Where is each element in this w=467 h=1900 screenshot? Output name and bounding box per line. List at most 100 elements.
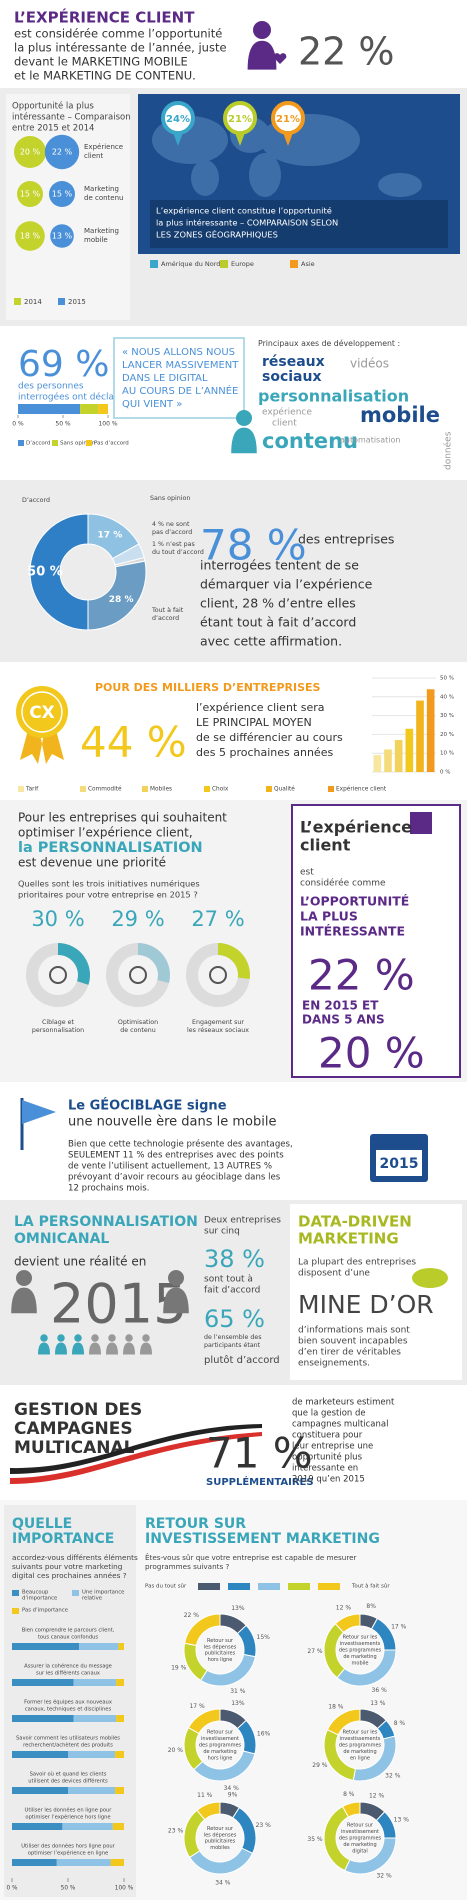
row-label: sur les différents canaux bbox=[36, 1670, 100, 1677]
icon bbox=[38, 1342, 50, 1355]
value-label: 21% bbox=[228, 114, 252, 125]
donut-label: des programmes bbox=[339, 1836, 382, 1842]
callout: Tout à fait bbox=[151, 606, 184, 614]
label: des entreprises bbox=[298, 532, 394, 547]
donut-segment bbox=[341, 1801, 361, 1818]
label: prévoyant d’avoir recours au géociblage … bbox=[68, 1172, 281, 1183]
label: Bien que cette technologie présente des … bbox=[68, 1139, 293, 1150]
callout: pas d’accord bbox=[152, 529, 192, 536]
continent bbox=[249, 153, 281, 197]
row-label: recherchent/achètent des produits bbox=[23, 1742, 113, 1749]
value-label: 29 % bbox=[312, 1762, 328, 1769]
bar-segment bbox=[12, 1787, 68, 1794]
cloud-word: personnalisation bbox=[258, 387, 409, 406]
title: MULTICANAL bbox=[14, 1438, 135, 1458]
row-label: tous canaux confondus bbox=[38, 1635, 99, 1641]
label: démarquer via l’expérience bbox=[200, 577, 373, 592]
donut-label: investissements bbox=[340, 1736, 381, 1742]
caption: Ciblage et bbox=[42, 1019, 74, 1026]
label: 2019 qu’en 2015 bbox=[292, 1475, 365, 1485]
value-label: 17 % bbox=[189, 1703, 205, 1710]
legend-label: Pas d’accord bbox=[94, 441, 129, 447]
quote: « NOUS ALLONS NOUS bbox=[122, 347, 235, 358]
legend-swatch bbox=[12, 1590, 19, 1596]
value-label: 8% bbox=[366, 1603, 376, 1610]
value-label: 8 % bbox=[394, 1720, 406, 1727]
cloud-word: contenu bbox=[262, 429, 358, 453]
legend-label: Tarif bbox=[25, 787, 39, 793]
row-label: mobile bbox=[84, 236, 108, 244]
tick-label: 0 % bbox=[6, 1886, 18, 1892]
icon bbox=[74, 1334, 82, 1342]
label: que la gestion de bbox=[292, 1409, 366, 1419]
value-label: 17 % bbox=[391, 1624, 407, 1631]
legend-swatch bbox=[228, 1583, 250, 1590]
bar-segment bbox=[68, 1787, 116, 1794]
legend-label: Une importance bbox=[82, 1590, 124, 1596]
tick-label: 50 % bbox=[55, 421, 71, 428]
title: INVESTISSEMENT MARKETING bbox=[145, 1531, 380, 1547]
value-label: 31 % bbox=[230, 1688, 246, 1695]
donut-label: des programmes bbox=[199, 1743, 242, 1749]
label: client, 28 % d’entre elles bbox=[200, 596, 356, 611]
bar-segment bbox=[18, 404, 81, 414]
label: la PERSONNALISATION bbox=[18, 840, 203, 856]
legend-label: relative bbox=[82, 1596, 102, 1602]
value-label: 36 % bbox=[372, 1687, 388, 1694]
bar-segment bbox=[118, 1643, 124, 1650]
legend-swatch bbox=[290, 260, 298, 268]
title: IMPORTANCE bbox=[12, 1531, 114, 1547]
value-label: 8 % bbox=[343, 1791, 355, 1798]
legend-swatch bbox=[18, 786, 24, 792]
donut-label: de marketing bbox=[343, 1842, 376, 1848]
icon bbox=[72, 1342, 84, 1355]
tick-label: 50 % bbox=[61, 1886, 76, 1892]
row-label: Marketing bbox=[84, 185, 119, 193]
icon bbox=[108, 1334, 116, 1342]
value-label: 15 % bbox=[20, 190, 41, 199]
icon bbox=[253, 21, 271, 39]
caption: LES ZONES GÉOGRAPHIQUES bbox=[156, 229, 278, 240]
label: étant tout à fait d’accord bbox=[200, 615, 356, 630]
row-label: canaux, techniques et disciplines bbox=[25, 1707, 112, 1713]
bar-segment bbox=[112, 1823, 124, 1830]
pin bbox=[223, 101, 257, 135]
row-label: Marketing bbox=[84, 227, 119, 235]
flag bbox=[22, 1100, 56, 1124]
caption: Engagement sur bbox=[192, 1019, 244, 1026]
value-label: 28 % bbox=[109, 595, 134, 605]
label: est devenue une priorité bbox=[18, 856, 166, 870]
value-label: 50 % bbox=[27, 565, 63, 580]
legend-swatch bbox=[328, 786, 334, 792]
label: leur entreprise une bbox=[292, 1442, 373, 1452]
donut-label: publicitaires bbox=[205, 1651, 236, 1657]
legend-swatch bbox=[258, 1583, 280, 1590]
icon bbox=[16, 1270, 32, 1286]
label: est bbox=[300, 868, 314, 878]
stat: 65 % bbox=[204, 1305, 265, 1333]
bar-segment bbox=[73, 1715, 117, 1722]
stat: 22 % bbox=[298, 30, 395, 74]
legend-label: Beaucoup bbox=[22, 1590, 49, 1596]
tick-label: 10 % bbox=[440, 751, 454, 757]
stat: 30 % bbox=[31, 907, 84, 931]
label: considérée comme bbox=[300, 878, 386, 889]
quote: LANCER MASSIVEMENT bbox=[122, 360, 239, 371]
label: participants étant bbox=[204, 1341, 261, 1349]
legend-swatch bbox=[288, 1583, 310, 1590]
donut-label: investissements bbox=[340, 1641, 381, 1647]
title: QUELLE bbox=[12, 1516, 72, 1532]
bar-segment bbox=[56, 1859, 111, 1866]
cloud-word: automatisation bbox=[340, 436, 400, 445]
stat: 20 % bbox=[318, 1029, 425, 1078]
cloud-word: données bbox=[443, 431, 454, 470]
title: OMNICANAL bbox=[14, 1231, 109, 1247]
donut-label: Retour sur bbox=[207, 1826, 234, 1832]
value-label: 17 % bbox=[98, 530, 123, 540]
box-title: client bbox=[300, 836, 351, 855]
panel bbox=[6, 94, 130, 320]
icon bbox=[163, 1287, 189, 1314]
icon bbox=[236, 410, 252, 426]
donut-label: Retour sur bbox=[207, 1638, 234, 1644]
label: accordez-vous différents éléments bbox=[12, 1553, 138, 1562]
